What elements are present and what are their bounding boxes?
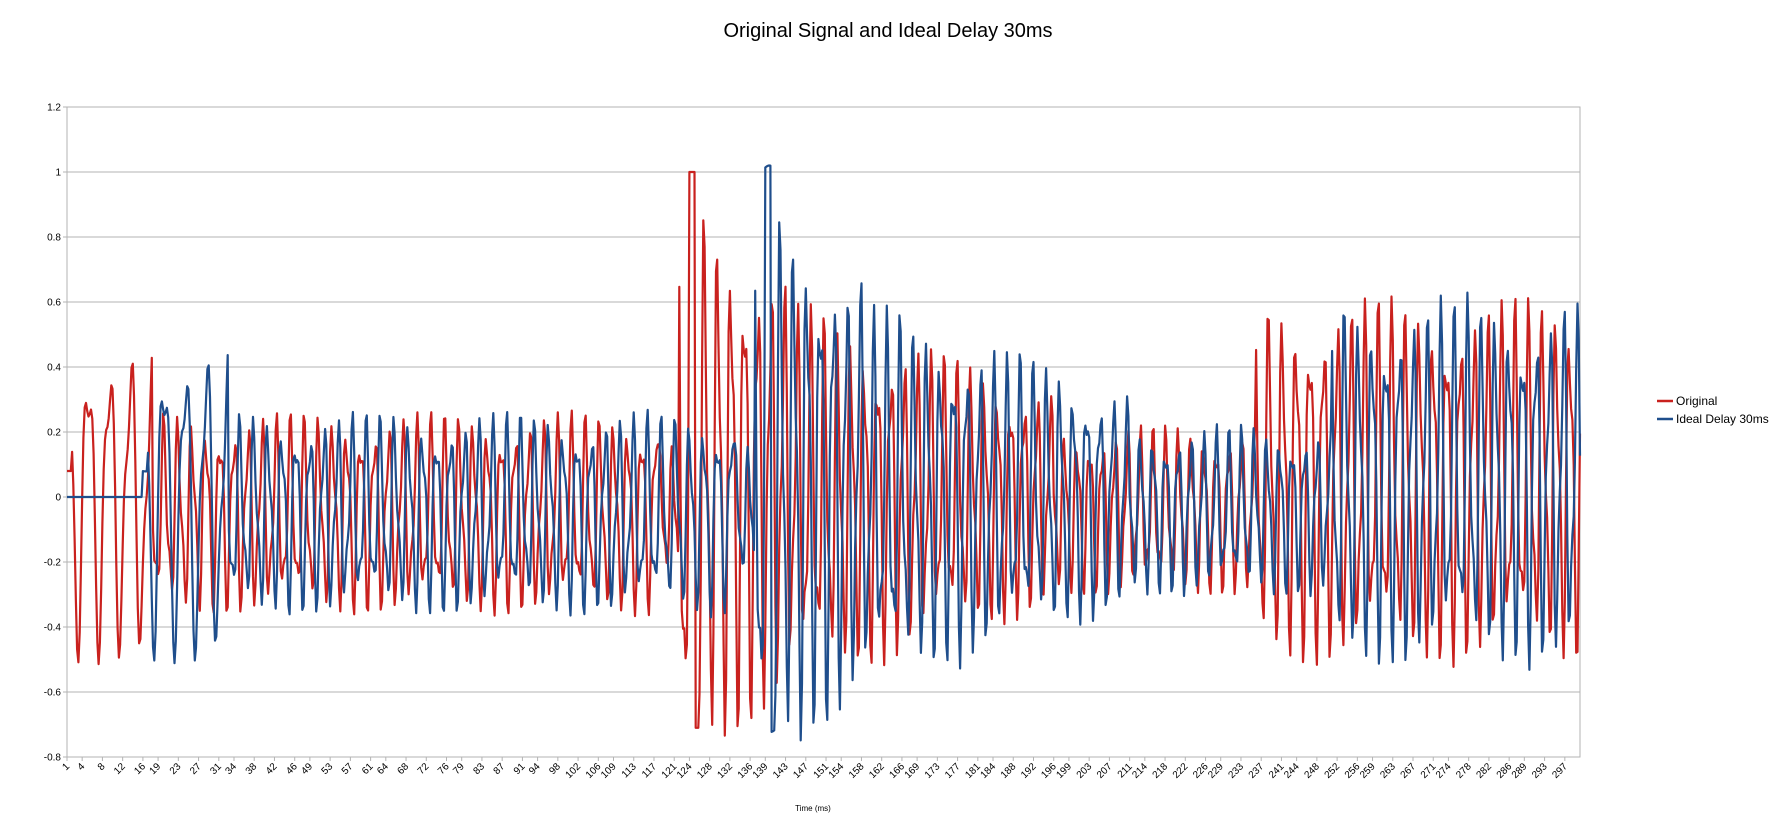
x-tick-label: 76 xyxy=(436,761,452,777)
x-tick-label: 143 xyxy=(771,761,791,781)
x-tick-label: 113 xyxy=(620,761,639,780)
y-tick-label: 0.6 xyxy=(47,298,61,309)
x-tick-label: 173 xyxy=(923,761,943,781)
x-tick-label: 4 xyxy=(76,761,88,773)
x-tick-label: 237 xyxy=(1247,761,1267,781)
x-tick-label: 289 xyxy=(1510,761,1530,781)
x-tick-label: 1 xyxy=(60,761,72,773)
y-tick-label: 0.4 xyxy=(47,363,61,374)
x-tick-label: 192 xyxy=(1019,761,1039,781)
x-tick-label: 162 xyxy=(867,761,887,781)
x-tick-label: 184 xyxy=(979,761,999,781)
x-tick-label: 49 xyxy=(299,761,315,777)
x-tick-label: 252 xyxy=(1323,761,1343,781)
x-tick-label: 244 xyxy=(1282,761,1302,781)
x-tick-label: 91 xyxy=(512,761,528,777)
y-axis-ticks: 1.2 1 0.8 0.6 0.4 0.2 0 -0.2 -0.4 -0.6 -0.8 xyxy=(44,103,67,764)
x-tick-label: 214 xyxy=(1130,761,1150,781)
x-tick-label: 207 xyxy=(1095,761,1115,781)
x-tick-label: 188 xyxy=(999,761,1019,781)
x-tick-label: 218 xyxy=(1151,761,1171,781)
chart-title: Original Signal and Ideal Delay 30ms xyxy=(723,20,1053,42)
x-tick-label: 61 xyxy=(360,761,376,777)
x-tick-label: 34 xyxy=(223,761,239,777)
x-tick-label: 87 xyxy=(492,761,508,777)
x-tick-label: 72 xyxy=(416,761,432,777)
y-tick-label: -0.4 xyxy=(44,623,62,634)
x-tick-label: 267 xyxy=(1399,761,1419,781)
x-tick-label: 203 xyxy=(1075,761,1095,781)
x-tick-label: 102 xyxy=(564,761,584,781)
x-tick-label: 124 xyxy=(675,761,695,781)
x-tick-label: 117 xyxy=(640,761,659,780)
x-tick-label: 229 xyxy=(1206,761,1226,781)
x-tick-label: 42 xyxy=(264,761,280,777)
x-tick-label: 64 xyxy=(375,761,391,777)
x-tick-label: 57 xyxy=(340,761,356,777)
x-tick-label: 31 xyxy=(208,761,224,777)
x-tick-label: 19 xyxy=(148,761,164,777)
x-tick-label: 23 xyxy=(168,761,184,777)
y-tick-label: 1.2 xyxy=(47,103,61,114)
y-tick-label: 0.2 xyxy=(47,428,61,439)
x-tick-label: 177 xyxy=(943,761,963,781)
x-tick-label: 139 xyxy=(751,761,771,781)
x-tick-label: 293 xyxy=(1530,761,1550,781)
x-tick-label: 278 xyxy=(1454,761,1474,781)
x-tick-label: 169 xyxy=(903,761,923,781)
legend-label-original: Original xyxy=(1676,394,1717,408)
x-tick-label: 98 xyxy=(547,761,563,777)
x-tick-label: 83 xyxy=(471,761,487,777)
x-tick-label: 132 xyxy=(715,761,735,781)
x-tick-label: 16 xyxy=(132,761,148,777)
y-tick-label: -0.6 xyxy=(44,688,62,699)
x-tick-label: 53 xyxy=(320,761,336,777)
series-line-original xyxy=(67,170,1582,737)
x-tick-label: 8 xyxy=(96,761,108,773)
legend: Original Ideal Delay 30ms xyxy=(1657,394,1769,426)
series-line-ideal-delay xyxy=(67,164,1582,742)
x-tick-label: 79 xyxy=(451,761,467,777)
x-tick-label: 222 xyxy=(1171,761,1191,781)
legend-label-ideal-delay: Ideal Delay 30ms xyxy=(1676,412,1769,426)
y-tick-label: 0 xyxy=(55,493,61,504)
x-tick-label: 147 xyxy=(791,761,811,781)
x-tick-label: 109 xyxy=(599,761,619,781)
x-tick-label: 38 xyxy=(244,761,260,777)
y-tick-label: -0.2 xyxy=(44,558,62,569)
x-tick-label: 233 xyxy=(1227,761,1247,781)
x-tick-label: 154 xyxy=(827,761,847,781)
y-tick-label: 1 xyxy=(55,168,61,179)
x-tick-label: 12 xyxy=(112,761,128,777)
x-tick-label: 128 xyxy=(695,761,715,781)
x-tick-label: 263 xyxy=(1378,761,1398,781)
x-tick-label: 68 xyxy=(396,761,412,777)
x-tick-label: 259 xyxy=(1358,761,1378,781)
x-tick-label: 274 xyxy=(1434,761,1454,781)
x-tick-label: 248 xyxy=(1302,761,1322,781)
x-tick-label: 282 xyxy=(1474,761,1494,781)
y-tick-label: -0.8 xyxy=(44,753,62,764)
x-tick-label: 27 xyxy=(188,761,204,777)
y-tick-label: 0.8 xyxy=(47,233,61,244)
x-tick-label: 46 xyxy=(284,761,300,777)
x-tick-label: 94 xyxy=(527,761,543,777)
x-axis-label: Time (ms) xyxy=(795,804,831,813)
x-tick-label: 297 xyxy=(1550,761,1570,781)
x-tick-label: 199 xyxy=(1054,761,1074,781)
x-axis-ticks: 1 4 8 12 16 19 23 27 31 34 38 42 46 49 53 57 61 64 68 72 76 7… xyxy=(60,757,1570,781)
x-tick-label: 158 xyxy=(847,761,867,781)
